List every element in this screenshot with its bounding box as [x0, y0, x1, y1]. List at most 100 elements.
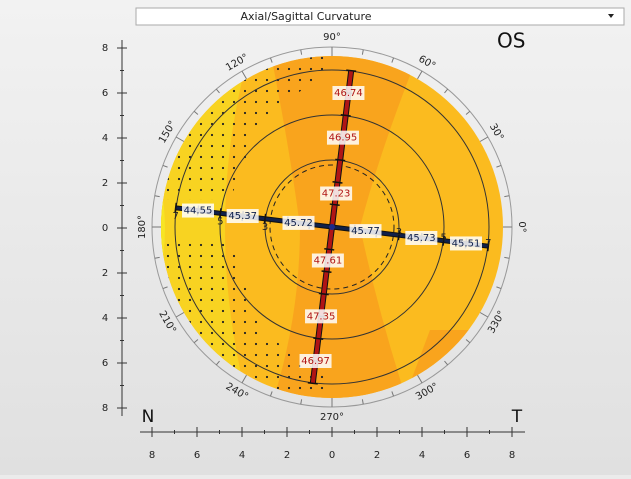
y-axis-label: 6 — [102, 358, 108, 369]
ring-tick — [154, 195, 160, 198]
value-box — [311, 253, 344, 268]
dropdown-text[interactable]: Axial/Sagittal Curvature — [240, 10, 371, 23]
value-label: 45.37 — [228, 211, 257, 222]
value-label: 45.72 — [284, 218, 313, 229]
value-box — [349, 224, 382, 239]
value-box — [182, 203, 215, 218]
value-box — [305, 309, 338, 324]
ring-tick — [154, 256, 160, 259]
meridian-tick — [346, 69, 357, 73]
ring-tick — [241, 374, 247, 384]
angle-label: 0° — [516, 221, 527, 232]
ring-tick — [417, 374, 423, 384]
angle-label: 180° — [137, 215, 148, 239]
meridian-tick — [307, 381, 318, 385]
value-label: 45.73 — [407, 233, 436, 244]
value-label: 46.95 — [329, 133, 358, 144]
ring-tick — [162, 164, 168, 168]
ring-tick — [162, 286, 168, 290]
nasal-label: N — [142, 407, 155, 427]
value-box — [326, 130, 359, 145]
y-axis-label: 2 — [102, 268, 108, 279]
ring-tick — [504, 256, 510, 259]
angle-label: 270° — [320, 412, 344, 423]
value-label: 44.55 — [184, 206, 213, 217]
x-axis-label: 4 — [419, 450, 425, 461]
ring-tick — [444, 360, 449, 366]
meridian-tick — [263, 213, 267, 224]
pupil-ring — [269, 164, 395, 290]
ring-tick — [215, 360, 220, 366]
ring — [219, 114, 445, 340]
ring-tick — [193, 339, 199, 344]
dropdown-arrow[interactable] — [608, 14, 614, 18]
ring-tick — [465, 339, 471, 344]
ring-tick — [175, 312, 185, 318]
ring-tick — [479, 312, 489, 318]
y-axis-label: 8 — [102, 403, 108, 414]
meridian-tick — [332, 180, 343, 184]
ring-tick — [193, 110, 199, 115]
value-box — [320, 186, 353, 201]
x-axis-label: 2 — [374, 450, 380, 461]
ring-tick — [361, 49, 364, 55]
y-axis-label: 8 — [102, 43, 108, 54]
ring-tick — [465, 110, 471, 115]
ring-tick — [417, 70, 423, 80]
x-axis-label: 8 — [149, 450, 155, 461]
ring-label: 5 — [217, 216, 223, 227]
y-axis-label: 4 — [102, 313, 108, 324]
ring-tick — [361, 399, 364, 405]
ring-tick — [269, 391, 273, 397]
ring-tick — [175, 136, 185, 142]
meridian-tick — [442, 235, 446, 246]
value-box — [332, 86, 365, 101]
value-box — [299, 353, 332, 368]
value-label: 46.97 — [301, 356, 330, 367]
angle-label: 90° — [323, 32, 341, 43]
center-mark — [329, 224, 335, 230]
value-label: 47.61 — [314, 255, 343, 266]
ring-tick — [391, 57, 395, 63]
meridian-tick — [329, 203, 340, 207]
ring-label: 7 — [485, 238, 491, 249]
x-axis-label: 6 — [194, 450, 200, 461]
ring-tick — [496, 286, 502, 290]
meridian-tick — [324, 247, 335, 251]
ring — [174, 69, 490, 385]
temporal-label: T — [511, 407, 523, 427]
ring-label: 3 — [262, 222, 268, 233]
meridian-tick — [335, 158, 346, 162]
value-box — [282, 215, 315, 230]
meridian-tick — [218, 208, 222, 219]
meridian-tick — [318, 292, 329, 296]
x-axis-label: 4 — [239, 450, 245, 461]
eye-label: OS — [497, 29, 525, 53]
meridian-tick — [174, 202, 178, 213]
value-label: 45.51 — [452, 238, 481, 249]
x-axis-label: 0 — [329, 450, 335, 461]
ring-label: 3 — [396, 227, 402, 238]
ring-tick — [300, 49, 303, 55]
ring-tick — [391, 391, 395, 397]
ring-tick — [496, 164, 502, 168]
meridian-tick — [340, 113, 351, 117]
dropdown-box[interactable] — [135, 7, 625, 26]
meridian-tick — [313, 337, 324, 341]
meridian-tick — [486, 241, 490, 252]
x-axis-label: 8 — [509, 450, 515, 461]
ring-label: 7 — [172, 211, 178, 222]
x-axis-label: 6 — [464, 450, 470, 461]
y-axis-label: 0 — [102, 223, 108, 234]
meridian-tick — [397, 230, 401, 241]
value-box — [226, 209, 259, 224]
ring — [264, 159, 400, 295]
value-label: 47.23 — [322, 189, 351, 200]
ring-tick — [300, 399, 303, 405]
ring-tick — [444, 88, 449, 94]
ring-tick — [269, 57, 273, 63]
dropdown[interactable]: Axial/Sagittal Curvature — [135, 7, 625, 26]
value-label: 46.74 — [334, 88, 363, 99]
